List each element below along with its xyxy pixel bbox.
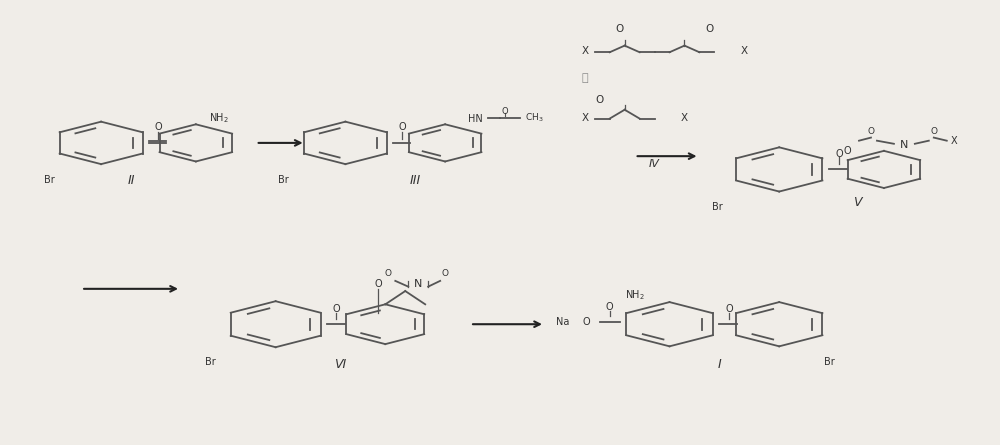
Text: IV: IV bbox=[649, 159, 660, 169]
Text: III: III bbox=[410, 174, 421, 187]
Text: O: O bbox=[375, 279, 382, 289]
Text: O: O bbox=[385, 270, 392, 279]
Text: N: N bbox=[414, 279, 422, 289]
Text: I: I bbox=[718, 357, 721, 371]
Text: II: II bbox=[127, 174, 135, 187]
Text: O: O bbox=[930, 127, 937, 136]
Text: O: O bbox=[398, 122, 406, 133]
Text: Br: Br bbox=[278, 175, 289, 186]
Text: Na: Na bbox=[556, 317, 570, 327]
Text: Br: Br bbox=[44, 175, 55, 186]
Text: VI: VI bbox=[334, 357, 347, 371]
Text: O: O bbox=[726, 304, 733, 314]
Text: X: X bbox=[581, 113, 588, 123]
Text: X: X bbox=[741, 46, 748, 57]
Text: HN: HN bbox=[468, 113, 483, 124]
Text: Br: Br bbox=[205, 357, 216, 367]
Text: O: O bbox=[442, 270, 449, 279]
Text: O: O bbox=[582, 317, 590, 327]
Text: O: O bbox=[606, 303, 614, 312]
Text: O: O bbox=[502, 107, 508, 117]
Text: O: O bbox=[154, 122, 162, 133]
Text: X: X bbox=[681, 113, 688, 123]
Text: Br: Br bbox=[824, 357, 834, 367]
Text: NH$_2$: NH$_2$ bbox=[625, 288, 645, 302]
Text: NH$_2$: NH$_2$ bbox=[209, 112, 229, 125]
Text: O: O bbox=[596, 95, 604, 105]
Text: CH$_3$: CH$_3$ bbox=[525, 111, 544, 124]
Text: O: O bbox=[705, 24, 714, 34]
Text: O: O bbox=[333, 304, 340, 314]
Text: O: O bbox=[867, 127, 874, 136]
Text: 或: 或 bbox=[581, 73, 588, 83]
Text: O: O bbox=[843, 146, 851, 155]
Text: Br: Br bbox=[712, 202, 723, 212]
Text: V: V bbox=[853, 196, 861, 209]
Text: X: X bbox=[581, 46, 588, 57]
Text: N: N bbox=[900, 140, 908, 150]
Text: O: O bbox=[616, 24, 624, 34]
Text: X: X bbox=[951, 136, 957, 146]
Text: O: O bbox=[835, 149, 843, 158]
